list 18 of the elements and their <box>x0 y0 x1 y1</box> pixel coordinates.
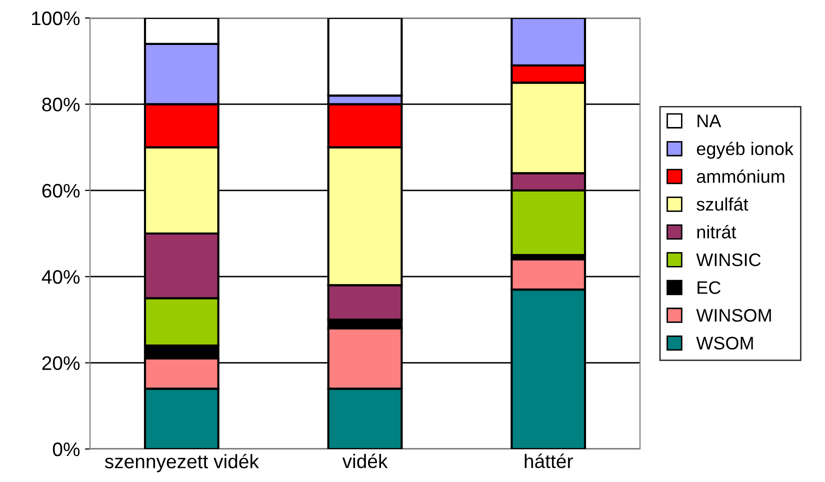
y-tick-label: 20% <box>42 356 80 370</box>
legend-label: WINSIC <box>696 253 761 266</box>
y-tick-label: 0% <box>52 442 80 456</box>
x-tick-label: szennyezett vidék <box>104 454 259 472</box>
y-tick-label: 40% <box>42 270 80 284</box>
legend-label: szulfát <box>696 197 748 211</box>
legend-label: WSOM <box>696 336 753 350</box>
legend-label: NA <box>698 114 722 128</box>
x-tick-label: vidék <box>342 454 388 468</box>
y-tick-label: 80% <box>42 98 80 112</box>
y-tick-label: 100% <box>32 11 80 26</box>
legend-label: WINSOM <box>696 308 771 322</box>
x-tick-label: háttér <box>524 454 573 468</box>
legend-label: ammónium <box>696 169 784 183</box>
y-tick-label: 60% <box>42 184 80 198</box>
legend-label: nitrát <box>697 224 736 238</box>
legend-label: egyéb ionok <box>696 142 794 159</box>
legend-label: EC <box>698 281 721 294</box>
